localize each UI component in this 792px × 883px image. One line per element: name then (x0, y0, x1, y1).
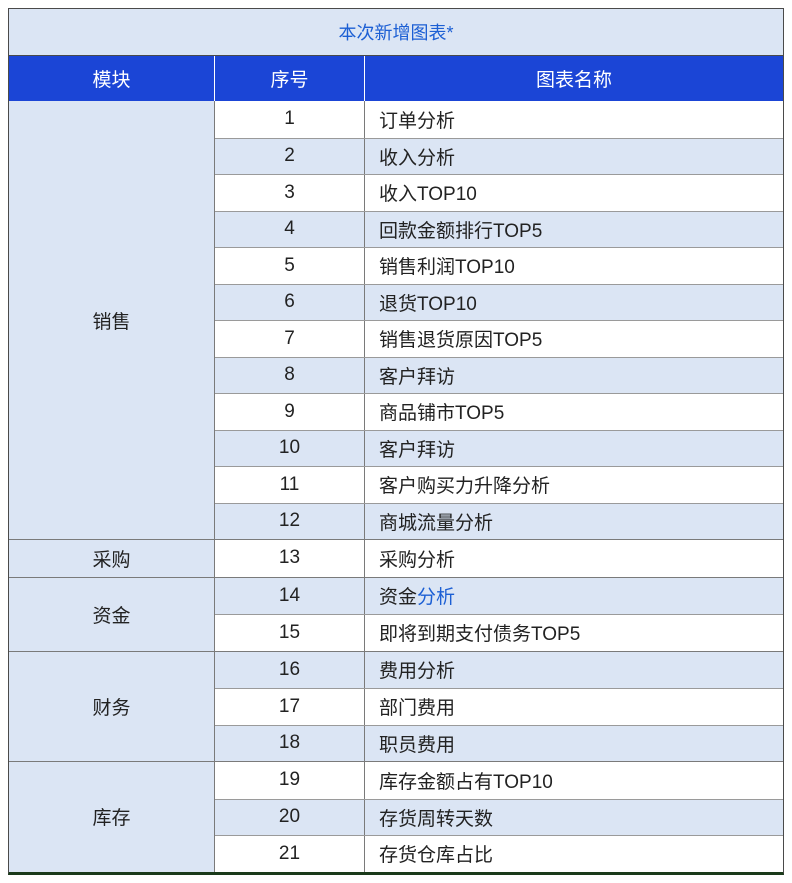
name-cell: 存货周转天数 (365, 800, 783, 836)
seq-cell: 18 (215, 726, 365, 762)
header-module: 模块 (9, 56, 215, 101)
name-cell: 存货仓库占比 (365, 836, 783, 872)
seq-cell: 20 (215, 800, 365, 836)
name-cell: 收入TOP10 (365, 175, 783, 211)
table-row: 21存货仓库占比 (215, 835, 783, 872)
seq-cell: 4 (215, 212, 365, 248)
seq-cell: 17 (215, 689, 365, 725)
name-cell: 资金分析 (365, 578, 783, 615)
name-cell: 费用分析 (365, 652, 783, 689)
name-cell: 部门费用 (365, 689, 783, 725)
name-cell: 即将到期支付债务TOP5 (365, 615, 783, 651)
module-group: 销售1订单分析2收入分析3收入TOP104回款金额排行TOP55销售利润TOP1… (9, 101, 783, 539)
name-cell: 库存金额占有TOP10 (365, 762, 783, 799)
module-group: 采购13采购分析 (9, 539, 783, 577)
rows-container: 14资金分析15即将到期支付债务TOP5 (215, 578, 783, 651)
name-cell: 采购分析 (365, 540, 783, 577)
table-row: 14资金分析 (215, 578, 783, 615)
name-cell: 职员费用 (365, 726, 783, 762)
seq-cell: 11 (215, 467, 365, 503)
seq-cell: 19 (215, 762, 365, 799)
rows-container: 1订单分析2收入分析3收入TOP104回款金额排行TOP55销售利润TOP106… (215, 101, 783, 539)
table-row: 11客户购买力升降分析 (215, 466, 783, 503)
module-cell: 库存 (9, 762, 215, 872)
seq-cell: 7 (215, 321, 365, 357)
seq-cell: 5 (215, 248, 365, 284)
chart-list-table: 本次新增图表* 模块 序号 图表名称 销售1订单分析2收入分析3收入TOP104… (8, 8, 784, 875)
name-cell: 收入分析 (365, 139, 783, 175)
seq-cell: 16 (215, 652, 365, 689)
table-body: 销售1订单分析2收入分析3收入TOP104回款金额排行TOP55销售利润TOP1… (9, 101, 783, 872)
module-cell: 财务 (9, 652, 215, 762)
table-row: 12商城流量分析 (215, 503, 783, 540)
module-group: 资金14资金分析15即将到期支付债务TOP5 (9, 577, 783, 651)
module-group: 财务16费用分析17部门费用18职员费用 (9, 651, 783, 762)
name-cell: 回款金额排行TOP5 (365, 212, 783, 248)
name-cell: 退货TOP10 (365, 285, 783, 321)
seq-cell: 3 (215, 175, 365, 211)
name-cell: 商城流量分析 (365, 504, 783, 540)
table-row: 3收入TOP10 (215, 174, 783, 211)
table-row: 8客户拜访 (215, 357, 783, 394)
rows-container: 19库存金额占有TOP1020存货周转天数21存货仓库占比 (215, 762, 783, 872)
table-row: 9商品铺市TOP5 (215, 393, 783, 430)
table-row: 15即将到期支付债务TOP5 (215, 614, 783, 651)
table-row: 13采购分析 (215, 540, 783, 577)
name-cell: 销售利润TOP10 (365, 248, 783, 284)
table-row: 6退货TOP10 (215, 284, 783, 321)
table-row: 16费用分析 (215, 652, 783, 689)
name-text: 资金 (379, 582, 417, 609)
seq-cell: 15 (215, 615, 365, 651)
seq-cell: 14 (215, 578, 365, 615)
module-cell: 销售 (9, 101, 215, 539)
name-link[interactable]: 分析 (417, 582, 455, 609)
seq-cell: 2 (215, 139, 365, 175)
table-row: 20存货周转天数 (215, 799, 783, 836)
module-cell: 资金 (9, 578, 215, 651)
seq-cell: 12 (215, 504, 365, 540)
table-row: 10客户拜访 (215, 430, 783, 467)
table-row: 5销售利润TOP10 (215, 247, 783, 284)
module-group: 库存19库存金额占有TOP1020存货周转天数21存货仓库占比 (9, 761, 783, 872)
table-row: 2收入分析 (215, 138, 783, 175)
table-row: 7销售退货原因TOP5 (215, 320, 783, 357)
table-row: 1订单分析 (215, 101, 783, 138)
name-cell: 订单分析 (365, 101, 783, 138)
table-row: 4回款金额排行TOP5 (215, 211, 783, 248)
seq-cell: 8 (215, 358, 365, 394)
name-cell: 销售退货原因TOP5 (365, 321, 783, 357)
table-title: 本次新增图表* (9, 9, 783, 56)
seq-cell: 1 (215, 101, 365, 138)
rows-container: 16费用分析17部门费用18职员费用 (215, 652, 783, 762)
module-cell: 采购 (9, 540, 215, 577)
seq-cell: 6 (215, 285, 365, 321)
seq-cell: 13 (215, 540, 365, 577)
name-cell: 客户拜访 (365, 431, 783, 467)
table-row: 18职员费用 (215, 725, 783, 762)
name-cell: 客户购买力升降分析 (365, 467, 783, 503)
table-row: 17部门费用 (215, 688, 783, 725)
table-header-row: 模块 序号 图表名称 (9, 56, 783, 101)
name-cell: 商品铺市TOP5 (365, 394, 783, 430)
seq-cell: 21 (215, 836, 365, 872)
table-row: 19库存金额占有TOP10 (215, 762, 783, 799)
header-name: 图表名称 (365, 56, 783, 101)
header-seq: 序号 (215, 56, 365, 101)
name-cell: 客户拜访 (365, 358, 783, 394)
seq-cell: 9 (215, 394, 365, 430)
rows-container: 13采购分析 (215, 540, 783, 577)
seq-cell: 10 (215, 431, 365, 467)
